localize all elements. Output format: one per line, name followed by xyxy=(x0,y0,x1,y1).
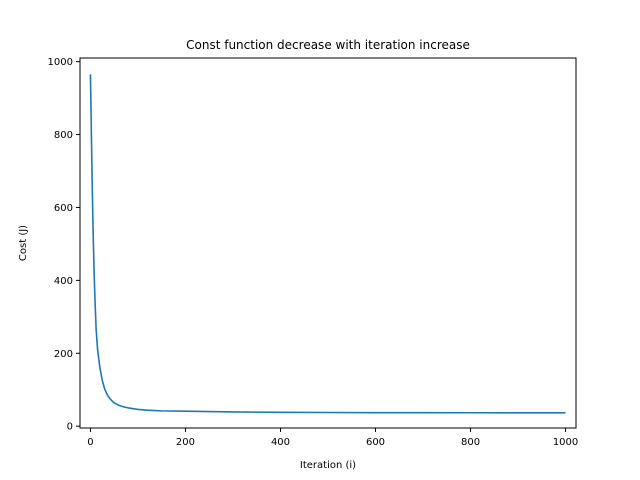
y-axis-label: Cost (J) xyxy=(18,225,29,261)
y-tick-label: 400 xyxy=(54,276,73,287)
plot-frame xyxy=(79,57,577,429)
y-tick-label: 600 xyxy=(54,203,73,214)
x-tick-label: 600 xyxy=(366,437,385,448)
x-tick-label: 0 xyxy=(87,437,93,448)
x-tick-label: 400 xyxy=(271,437,290,448)
y-tick-label: 0 xyxy=(67,422,73,433)
chart-title: Const function decrease with iteration i… xyxy=(186,38,470,52)
y-axis: 0 200 400 600 800 1000 xyxy=(48,57,80,433)
y-tick-label: 800 xyxy=(54,130,73,141)
x-axis: 0 200 400 600 800 1000 xyxy=(87,428,578,448)
x-tick-label: 800 xyxy=(461,437,480,448)
x-axis-label: Iteration (i) xyxy=(300,460,356,471)
series-line-0 xyxy=(89,74,566,414)
y-tick-label: 1000 xyxy=(48,57,73,68)
x-tick-label: 200 xyxy=(176,437,195,448)
y-tick-label: 200 xyxy=(54,349,73,360)
plot-area xyxy=(89,74,566,414)
x-tick-label: 1000 xyxy=(553,437,578,448)
